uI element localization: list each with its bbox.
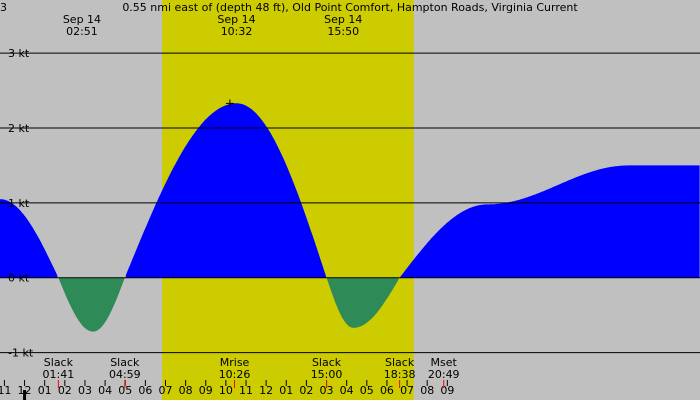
event-time-label: 04:59 [109,368,141,381]
event-name-label: Slack [110,356,140,369]
y-tick-label: 0 kt [8,272,30,285]
hour-label: 01 [279,384,293,397]
hour-label: 08 [179,384,193,397]
hour-label: 06 [138,384,152,397]
event-name-label: Mset [431,356,458,369]
hour-label: 07 [158,384,172,397]
y-tick-label: -1 kt [8,347,34,360]
hour-label: 09 [440,384,454,397]
event-time-label: 15:00 [311,368,343,381]
peak-date-label: Sep 14 [217,13,255,26]
hour-label: 05 [360,384,374,397]
hour-label: 10 [219,384,233,397]
chart-title: 0.55 nmi east of (depth 48 ft), Old Poin… [122,1,578,14]
hour-label: 02 [58,384,72,397]
event-name-label: Slack [385,356,415,369]
event-time-label: 10:26 [219,368,251,381]
event-name-label: Mrise [220,356,250,369]
hour-label: 02 [299,384,313,397]
y-tick-label: 1 kt [8,197,30,210]
current-curve [0,99,700,332]
hour-label: 04 [340,384,354,397]
hour-label: 11 [239,384,253,397]
hour-label: 03 [320,384,334,397]
y-tick-label: 2 kt [8,122,30,135]
peak-time-label: 02:51 [66,25,98,38]
event-time-label: 20:49 [428,368,460,381]
event-name-label: Slack [44,356,74,369]
chart-title-prefix: 3 [0,1,7,14]
peak-time-label: 15:50 [327,25,359,38]
ebb-area [58,277,125,332]
event-time-label: 01:41 [43,368,75,381]
max-marker [225,99,234,108]
event-labels: Slack01:41Slack04:59Mrise10:26Slack15:00… [43,356,460,381]
hour-label: 03 [78,384,92,397]
hour-label: 08 [420,384,434,397]
y-tick-label: 3 kt [8,47,30,60]
peak-date-label: Sep 14 [63,13,101,26]
hour-label: 12 [259,384,273,397]
hour-label: 09 [199,384,213,397]
hour-label: 05 [118,384,132,397]
hour-label: 01 [38,384,52,397]
peak-time-label: 10:32 [221,25,253,38]
hour-label: 04 [98,384,112,397]
flood-area [125,103,327,278]
hour-label: 06 [380,384,394,397]
hour-label: 07 [400,384,414,397]
flood-area [399,165,700,278]
ebb-area [327,277,399,328]
hour-axis: 1112010203040506070809101112010203040506… [0,380,454,400]
event-time-label: 18:38 [384,368,416,381]
hour-label: 11 [0,384,11,397]
event-name-label: Slack [312,356,342,369]
flood-area [0,199,58,278]
midnight-marker [23,390,27,400]
peak-date-label: Sep 14 [324,13,362,26]
y-gridlines: 3 kt 2 kt 1 kt 0 kt -1 kt [0,47,700,360]
